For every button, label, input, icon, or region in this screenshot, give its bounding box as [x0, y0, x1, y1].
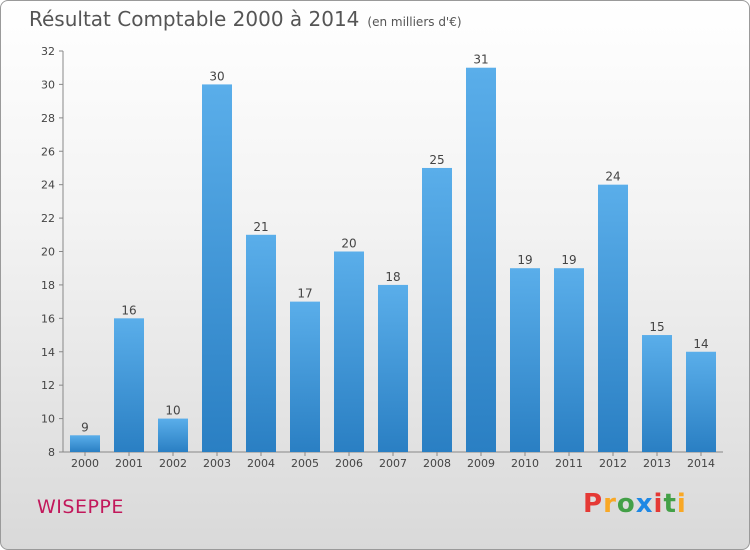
y-tick-label: 12 [41, 379, 55, 392]
y-tick-label: 30 [41, 78, 55, 91]
bar-2010 [510, 268, 540, 452]
data-label: 16 [121, 303, 136, 317]
x-tick-label: 2011 [555, 457, 583, 470]
x-tick-label: 2007 [379, 457, 407, 470]
x-tick-label: 2001 [115, 457, 143, 470]
y-tick-label: 20 [41, 246, 55, 259]
y-tick-label: 18 [41, 279, 55, 292]
logo-letter: i [653, 489, 664, 519]
logo-letter: i [676, 489, 687, 519]
bar-2004 [246, 234, 276, 452]
y-tick-label: 22 [41, 212, 55, 225]
logo-letter: o [616, 489, 636, 519]
y-tick-label: 16 [41, 312, 55, 325]
bar-2014 [686, 351, 716, 452]
bar-2005 [290, 301, 320, 452]
proxiti-logo: Proxiti [583, 489, 687, 519]
data-label: 19 [517, 253, 532, 267]
data-label: 30 [209, 69, 224, 83]
title-unit: (en milliers d'€) [367, 15, 462, 29]
y-tick-label: 10 [41, 413, 55, 426]
bar-2009 [466, 67, 496, 452]
data-label: 21 [253, 220, 268, 234]
data-label: 19 [561, 253, 576, 267]
y-tick-label: 24 [41, 179, 55, 192]
bar-2001 [114, 318, 144, 452]
logo-letter: x [635, 489, 654, 519]
bar-2007 [378, 284, 408, 452]
bar-2008 [422, 167, 452, 453]
x-tick-label: 2004 [247, 457, 275, 470]
bar-2000 [70, 435, 100, 452]
logo-letter: t [663, 489, 677, 519]
data-label: 17 [297, 287, 312, 301]
data-label: 24 [605, 170, 620, 184]
bar-2002 [158, 418, 188, 452]
x-tick-label: 2014 [687, 457, 715, 470]
data-label: 14 [693, 337, 708, 351]
bar-2006 [334, 251, 364, 452]
y-tick-label: 32 [41, 45, 55, 58]
bar-2012 [598, 184, 628, 452]
x-tick-label: 2009 [467, 457, 495, 470]
x-tick-label: 2008 [423, 457, 451, 470]
x-tick-label: 2003 [203, 457, 231, 470]
data-label: 25 [429, 153, 444, 167]
x-tick-label: 2012 [599, 457, 627, 470]
data-label: 10 [165, 404, 180, 418]
logo-letter: r [603, 489, 617, 519]
title-text: Résultat Comptable 2000 à 2014 [29, 7, 360, 31]
y-tick-label: 14 [41, 346, 55, 359]
data-label: 18 [385, 270, 400, 284]
axes: 8 10 12 14 16 18 20 22 24 26 28 30 32 2000 2001 2002 200… [41, 45, 723, 470]
x-tick-label: 2000 [71, 457, 99, 470]
bar-2013 [642, 335, 672, 452]
x-tick-label: 2002 [159, 457, 187, 470]
x-tick-label: 2013 [643, 457, 671, 470]
data-label: 20 [341, 237, 356, 251]
bar-2003 [202, 84, 232, 453]
x-tick-label: 2010 [511, 457, 539, 470]
logo-letter: P [583, 489, 604, 519]
y-tick-label: 26 [41, 145, 55, 158]
chart-title: Résultat Comptable 2000 à 2014 (en millie… [29, 7, 462, 31]
commune-name: WISEPPE [37, 496, 124, 518]
data-label: 15 [649, 320, 664, 334]
bar-2011 [554, 268, 584, 452]
data-label: 31 [473, 53, 488, 67]
x-tick-label: 2005 [291, 457, 319, 470]
x-tick-label: 2006 [335, 457, 363, 470]
data-label: 9 [81, 420, 89, 434]
bars: 9 16 10 30 21 17 20 18 25 31 19 19 24 15 14 [70, 53, 716, 453]
y-tick-label: 8 [48, 446, 55, 459]
y-tick-label: 28 [41, 112, 55, 125]
